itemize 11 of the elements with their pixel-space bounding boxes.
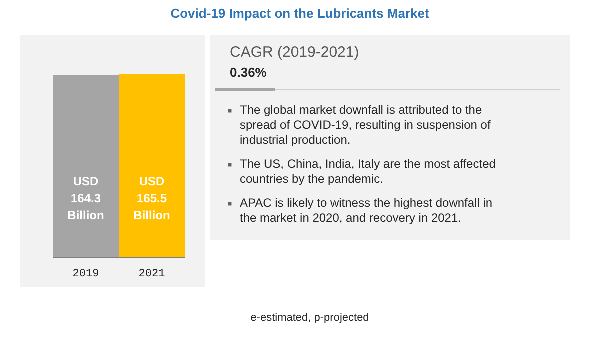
- text: APAC is likely to witness the highest downfall in the market in 2020, and recovery in 2021.: [240, 196, 493, 225]
- data-label: USD 165.5 Billion: [134, 174, 170, 223]
- text: CAGR (2019-2021): [230, 44, 360, 61]
- text: The US, China, India, Italy are the most affected countries by the pandemic.: [240, 157, 496, 186]
- data-label: USD 164.3 Billion: [68, 174, 104, 223]
- text: Covid-19 Impact on the Lubricants Market: [170, 6, 430, 21]
- x-tick-label: 2019: [72, 268, 100, 280]
- text: The global market downfall is attributed to the spread of COVID-19, resulting in suspension of industrial production.: [240, 103, 492, 147]
- text: e-estimated, p-projected: [250, 312, 370, 324]
- x-tick-label: 2021: [138, 268, 166, 280]
- text: 0.36%: [230, 65, 268, 80]
